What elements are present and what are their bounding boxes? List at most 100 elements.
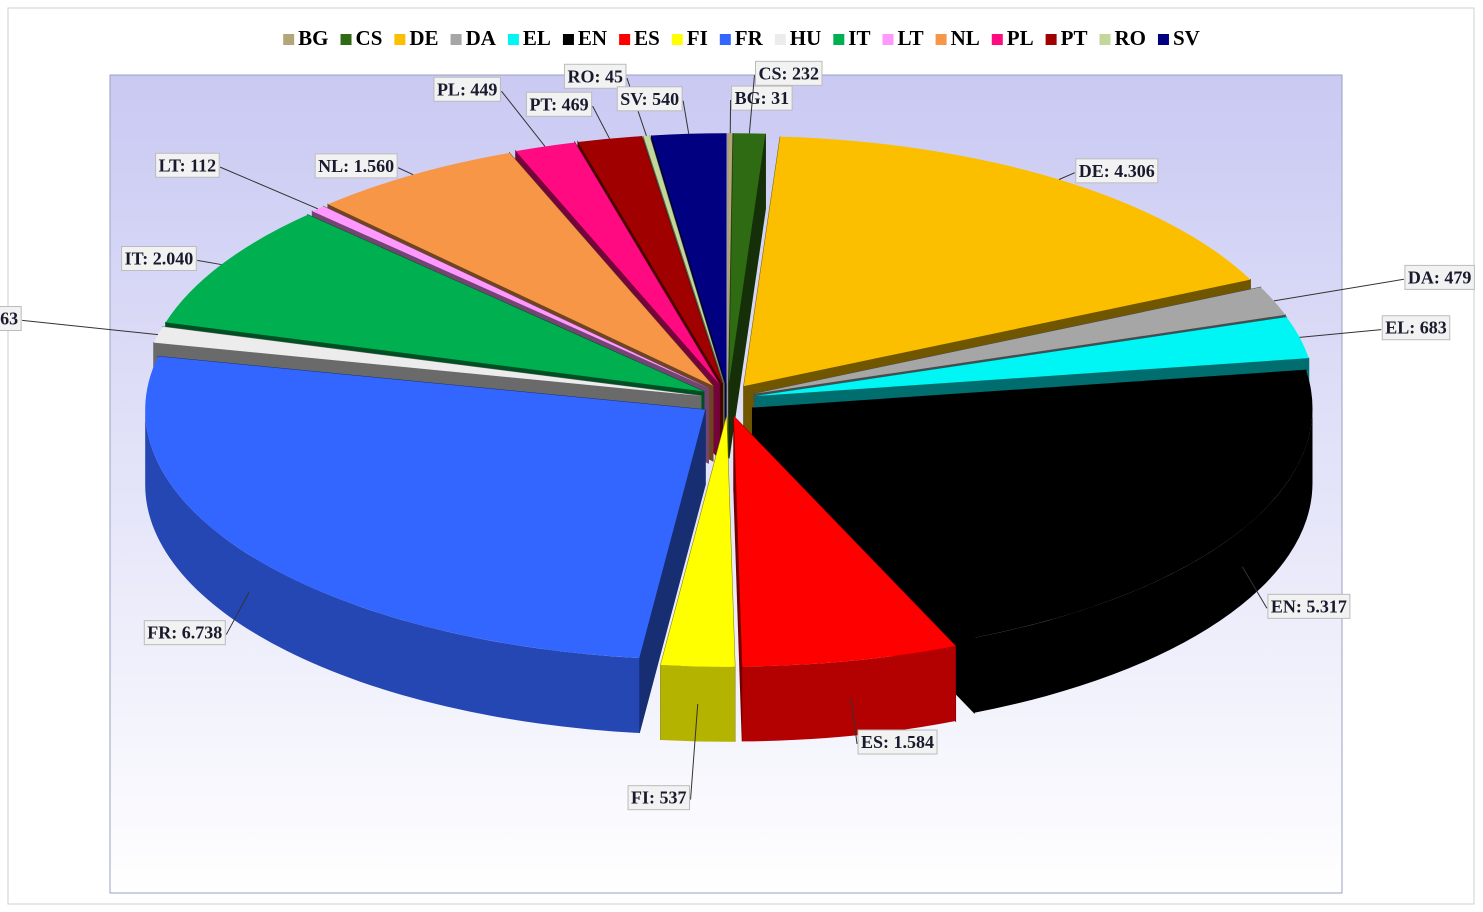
slice-side	[145, 409, 640, 734]
legend-label: EN	[578, 26, 607, 50]
leader-line	[225, 592, 250, 635]
legend-swatch	[562, 34, 574, 45]
slice-sides	[145, 408, 1313, 742]
leader-line	[850, 698, 858, 744]
label-box	[155, 152, 220, 178]
data-label: SV: 540	[620, 89, 679, 109]
slice	[515, 142, 720, 385]
legend-swatch	[394, 34, 406, 45]
slice-wall	[728, 133, 766, 459]
leader-line	[22, 319, 158, 336]
legend-swatch	[882, 34, 894, 45]
legend-swatch	[450, 34, 462, 45]
leader-line	[1241, 566, 1268, 609]
data-label: BG: 31	[735, 88, 790, 108]
slice	[577, 136, 723, 384]
leader-line	[690, 703, 699, 800]
data-label: CS: 232	[758, 63, 819, 83]
legend-label: LT	[897, 26, 923, 50]
label-box	[857, 729, 938, 755]
legend-label: NL	[951, 26, 980, 50]
slice	[752, 370, 1313, 638]
legend-label: FI	[687, 26, 708, 50]
legend-label: DE	[409, 26, 438, 50]
data-label: RO: 45	[567, 66, 623, 86]
legend-label: HU	[790, 26, 822, 50]
leader-line	[501, 90, 546, 147]
slice	[153, 326, 701, 396]
legend-swatch	[283, 34, 295, 45]
legend-label: SV	[1173, 26, 1200, 50]
data-label: FI: 537	[631, 788, 687, 808]
legend-swatch	[774, 34, 786, 45]
data-label: DA: 479	[1408, 267, 1472, 287]
label-box	[616, 86, 683, 112]
slice	[729, 133, 766, 384]
legend-label: ES	[634, 26, 660, 50]
legend-label: PL	[1007, 26, 1034, 50]
legend-label: EL	[523, 26, 551, 50]
legend-swatch	[507, 34, 519, 45]
label-box	[314, 153, 398, 179]
legend: BG CS DE DA EL EN ES FI FR HU IT LT NL PL PT RO SV	[283, 26, 1200, 50]
data-label: LT: 112	[159, 155, 217, 175]
data-label: FR: 6.738	[147, 623, 222, 643]
legend-swatch	[340, 34, 352, 45]
leader-line	[748, 75, 755, 134]
leader-line	[592, 105, 610, 139]
slice	[728, 133, 733, 384]
legend-label: IT	[848, 26, 870, 50]
leader-line	[682, 100, 690, 134]
legend-label: CS	[356, 26, 383, 50]
slice-side	[742, 646, 956, 742]
legend-swatch	[719, 34, 731, 45]
label-box	[1075, 158, 1159, 184]
slice-side	[974, 408, 1313, 713]
label-box	[121, 246, 197, 272]
data-label: PL: 449	[437, 79, 498, 99]
label-box	[627, 785, 691, 811]
legend-swatch	[1099, 34, 1111, 45]
legend-swatch	[1157, 34, 1169, 45]
label-box	[525, 91, 593, 117]
leader-line	[197, 259, 222, 266]
legend-swatch	[671, 34, 683, 45]
legend-label: BG	[298, 26, 328, 50]
slice	[165, 214, 704, 392]
slice	[145, 356, 706, 659]
slice	[327, 152, 714, 386]
legend-label: DA	[466, 26, 497, 50]
data-label: DE: 4.306	[1079, 161, 1155, 181]
data-label: EN: 5.317	[1271, 596, 1347, 616]
label-box	[143, 620, 226, 646]
data-label: IT: 2.040	[125, 249, 194, 269]
leader-line	[219, 166, 319, 210]
leader-line	[1299, 329, 1382, 338]
legend-label: PT	[1061, 26, 1088, 50]
slice	[660, 416, 735, 667]
label-box	[433, 76, 501, 102]
legend-label: FR	[735, 26, 764, 50]
slice	[733, 416, 956, 667]
leader-line	[397, 167, 414, 176]
slice	[651, 133, 727, 384]
data-label: PT: 469	[529, 94, 588, 114]
label-box	[731, 85, 793, 111]
slice	[643, 135, 725, 384]
slice	[312, 206, 709, 388]
label-box	[1267, 593, 1351, 619]
label-box	[1404, 264, 1475, 290]
label-box	[0, 306, 22, 332]
legend-swatch	[619, 34, 631, 45]
data-label: EL: 683	[1385, 318, 1447, 338]
slice	[755, 317, 1309, 397]
data-label: ES: 1.584	[861, 732, 934, 752]
legend-swatch	[833, 34, 845, 45]
labels: BG: 31 CS: 232 DE: 4.306 DA: 479 EL: 683 EN: …	[0, 60, 1475, 811]
legend-swatch	[991, 34, 1003, 45]
label-box	[1381, 315, 1451, 341]
label-box	[754, 60, 823, 86]
slice	[753, 287, 1286, 394]
